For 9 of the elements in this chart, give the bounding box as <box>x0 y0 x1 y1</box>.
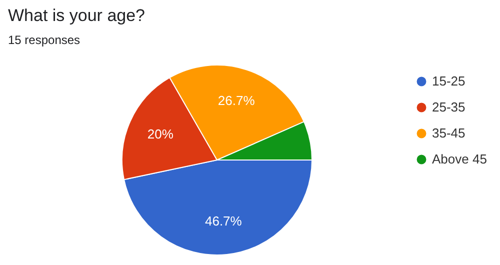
chart-title: What is your age? <box>8 6 146 25</box>
data-label: 26.7% <box>218 93 256 108</box>
data-label: 20% <box>147 126 174 142</box>
legend-label: Above 45 <box>432 152 487 166</box>
legend-label: 25-35 <box>432 100 466 114</box>
chart-subtitle: 15 responses <box>8 33 80 47</box>
data-label: 46.7% <box>204 214 242 229</box>
legend-label: 15-25 <box>432 74 466 88</box>
legend-label: 35-45 <box>432 126 466 140</box>
